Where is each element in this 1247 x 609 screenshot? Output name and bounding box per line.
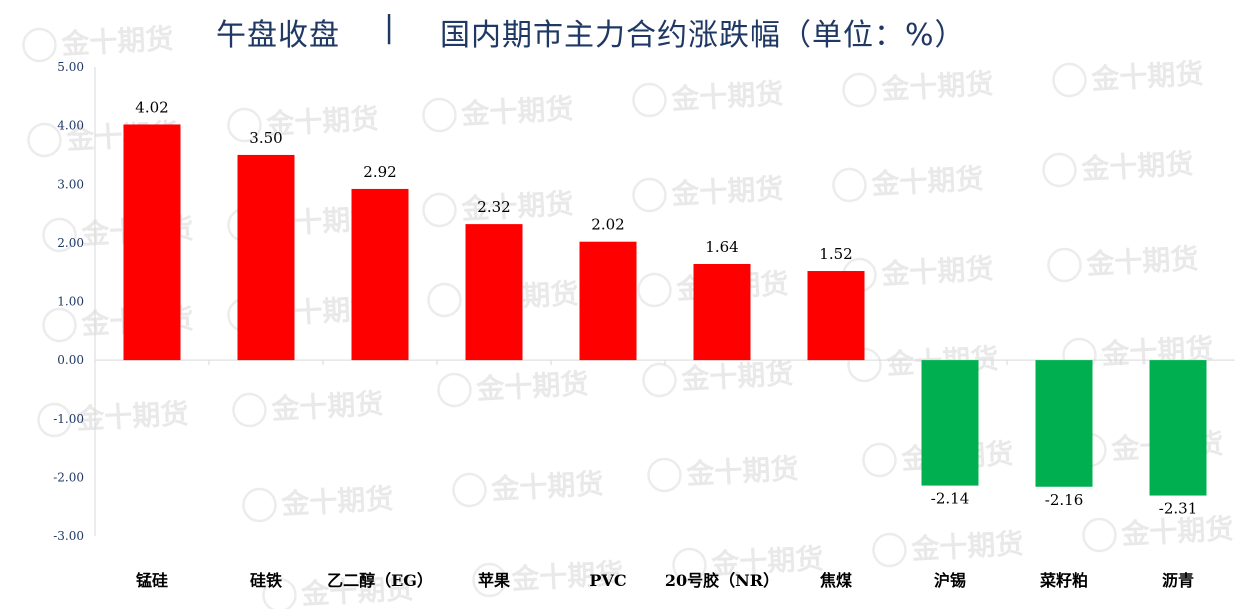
bar <box>693 263 751 361</box>
watermark: 金十期货 <box>437 367 590 408</box>
title-separator: | <box>384 10 396 45</box>
category-label: 20号胶（NR） <box>665 571 779 590</box>
svg-text:金十期货: 金十期货 <box>460 187 575 226</box>
category-label: 苹果 <box>478 571 510 590</box>
data-label: 4.02 <box>135 98 168 116</box>
svg-text:金十期货: 金十期货 <box>870 162 985 201</box>
svg-text:金十期货: 金十期货 <box>1090 57 1205 96</box>
category-label: 锰硅 <box>136 571 168 590</box>
data-label: 2.02 <box>591 216 624 234</box>
watermark: 金十期货 <box>227 102 380 143</box>
category-labels: 锰硅 硅铁 乙二醇（EG） 苹果 PVC 20号胶（NR） 焦煤 沪锡 菜籽粕 沥青 <box>136 571 1194 590</box>
bar <box>579 241 637 361</box>
svg-text:金十期货: 金十期货 <box>910 527 1025 566</box>
svg-text:金十期货: 金十期货 <box>1120 512 1235 551</box>
category-label: 硅铁 <box>250 571 282 590</box>
svg-text:金十期货: 金十期货 <box>880 67 995 106</box>
watermark: 金十期货 <box>422 92 575 133</box>
data-label: -2.14 <box>931 490 969 508</box>
watermark: 金十期货 <box>472 557 625 598</box>
bar <box>123 124 181 361</box>
bar <box>465 224 523 361</box>
category-label: 焦煤 <box>819 571 852 590</box>
svg-text:金十期货: 金十期货 <box>490 467 605 506</box>
bar <box>807 271 865 361</box>
data-labels: 4.02 3.50 2.92 2.32 2.02 1.64 1.52 -2.14 -2.16 -2… <box>135 98 1197 517</box>
y-axis: 5.00 4.00 3.00 2.00 1.00 0.00 -1.00 -2.00 -3.00 <box>53 60 1235 543</box>
watermark: 金十期货 <box>672 542 825 583</box>
watermark: 金十期货 <box>647 452 800 493</box>
data-label: 3.50 <box>249 129 282 147</box>
bar <box>1035 360 1093 487</box>
watermark: 金十期货 <box>37 397 190 438</box>
svg-text:金十期货: 金十期货 <box>710 542 825 581</box>
bars <box>123 124 1207 496</box>
svg-text:金十期货: 金十期货 <box>280 482 395 521</box>
category-label: 沥青 <box>1162 571 1194 590</box>
watermark: 金十期货 <box>1082 512 1235 553</box>
watermark: 金十期货 <box>872 527 1025 568</box>
svg-text:金十期货: 金十期货 <box>680 357 795 396</box>
data-label: 1.64 <box>705 238 738 256</box>
svg-text:金十期货: 金十期货 <box>1080 147 1195 186</box>
svg-text:金十期货: 金十期货 <box>460 92 575 131</box>
svg-text:金十期货: 金十期货 <box>1085 242 1200 281</box>
svg-text:金十期货: 金十期货 <box>670 77 785 116</box>
watermark: 金十期货 <box>1047 242 1200 283</box>
svg-text:金十期货: 金十期货 <box>685 452 800 491</box>
svg-text:金十期货: 金十期货 <box>60 22 175 61</box>
y-tick-label: 5.00 <box>57 60 84 74</box>
svg-text:金十期货: 金十期货 <box>510 557 625 596</box>
category-label: 沪锡 <box>934 571 966 590</box>
watermark: 金十期货 <box>22 22 175 63</box>
svg-text:金十期货: 金十期货 <box>475 367 590 406</box>
bar <box>237 154 295 361</box>
y-tick-label: 0.00 <box>57 353 84 367</box>
svg-text:金十期货: 金十期货 <box>300 572 415 609</box>
bar <box>351 188 409 361</box>
y-tick-label: 3.00 <box>57 177 84 191</box>
data-label: 1.52 <box>819 245 852 263</box>
watermark: 金十期货 <box>842 67 995 108</box>
y-tick-label: 4.00 <box>57 119 84 133</box>
watermark: 金十期货 <box>452 467 605 508</box>
y-tick-label: -3.00 <box>53 529 84 543</box>
y-tick-label: -1.00 <box>53 412 84 426</box>
svg-text:金十期货: 金十期货 <box>265 102 380 141</box>
watermark: 金十期货 <box>262 572 415 609</box>
watermark: 金十期货 <box>632 172 785 213</box>
data-label: -2.16 <box>1045 491 1083 509</box>
title-right: 国内期市主力合约涨跌幅（单位：%） <box>440 18 966 53</box>
chart-title: 午盘收盘 | 国内期市主力合约涨跌幅（单位：%） <box>0 4 1247 54</box>
svg-text:金十期货: 金十期货 <box>270 387 385 426</box>
watermark: 金十期货 <box>1052 57 1205 98</box>
svg-text:金十期货: 金十期货 <box>880 252 995 291</box>
svg-text:金十期货: 金十期货 <box>670 172 785 211</box>
watermark: 金十期货 <box>842 252 995 293</box>
y-tick-label: 2.00 <box>57 236 84 250</box>
category-label: 乙二醇（EG） <box>327 571 433 590</box>
data-label: 2.32 <box>477 198 510 216</box>
watermark: 金十期货 <box>242 482 395 523</box>
svg-text:金十期货: 金十期货 <box>75 397 190 436</box>
watermark: 金十期货 <box>832 162 985 203</box>
y-tick-label: -2.00 <box>53 470 84 484</box>
data-label: 2.92 <box>363 163 396 181</box>
bar <box>921 360 979 486</box>
watermark: 金十期货 <box>632 77 785 118</box>
title-left: 午盘收盘 <box>216 18 340 53</box>
category-label: 菜籽粕 <box>1039 571 1088 590</box>
watermark: 金十期货 <box>1042 147 1195 188</box>
watermark: 金十期货 <box>232 387 385 428</box>
watermark: 金十期货 <box>422 187 575 228</box>
category-label: PVC <box>589 571 626 590</box>
watermark: 金十期货 <box>642 357 795 398</box>
y-tick-label: 1.00 <box>57 295 84 309</box>
bar <box>1149 360 1207 496</box>
data-label: -2.31 <box>1159 500 1197 518</box>
